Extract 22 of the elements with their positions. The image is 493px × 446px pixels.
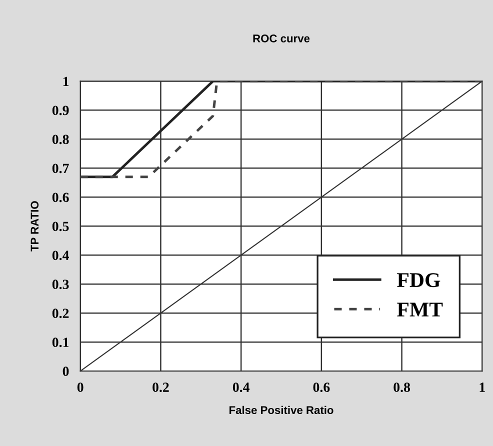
x-tick-label: 0.2 bbox=[152, 382, 169, 392]
y-tick-label: 0 bbox=[62, 366, 69, 376]
y-tick-label: 0.4 bbox=[52, 250, 69, 260]
x-tick-label: 1 bbox=[480, 382, 485, 392]
y-tick-label: 0.8 bbox=[52, 134, 69, 144]
x-tick-label: 0.4 bbox=[232, 382, 250, 392]
y-tick-label: 1 bbox=[63, 76, 69, 86]
legend-label: FMT bbox=[397, 302, 443, 316]
y-tick-label: 0.6 bbox=[52, 192, 69, 202]
legend-label: FDG bbox=[397, 273, 440, 288]
y-tick-label: 0.9 bbox=[52, 106, 69, 116]
y-tick-label: 0.2 bbox=[52, 308, 69, 318]
x-tick-label: 0.6 bbox=[313, 382, 330, 392]
y-axis-title: TP RATIO bbox=[30, 201, 39, 252]
y-tick-label: 0.3 bbox=[52, 280, 69, 290]
x-tick-label: 0.8 bbox=[394, 382, 410, 392]
chart-title: ROC curve bbox=[253, 34, 310, 42]
y-tick-label: 0.7 bbox=[52, 164, 69, 174]
y-tick-label: 0.5 bbox=[52, 222, 69, 232]
x-axis-title: False Positive Ratio bbox=[230, 406, 334, 414]
x-tick-label: 0 bbox=[77, 382, 84, 392]
y-tick-label: 0.1 bbox=[52, 338, 69, 348]
